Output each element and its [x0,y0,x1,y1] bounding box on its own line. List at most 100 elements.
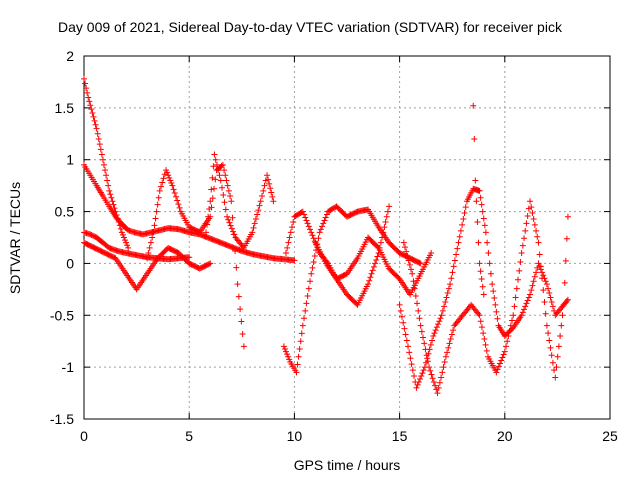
data-point [87,231,94,238]
data-point [144,255,151,262]
data-point [428,371,435,378]
data-point [89,232,96,239]
data-point [298,330,305,337]
data-point [543,322,550,329]
data-point [537,263,544,270]
data-point [411,373,418,380]
data-point [151,222,158,229]
data-point [509,317,516,324]
data-point [379,234,386,241]
data-point [400,319,407,326]
data-point [517,258,524,265]
data-point [482,229,489,236]
data-point [419,370,426,377]
data-point [519,309,526,316]
data-point [500,351,507,358]
data-point [480,330,487,337]
data-point [555,343,562,350]
data-point [206,261,213,268]
data-point [282,250,289,257]
data-point [442,298,449,305]
data-point [522,303,529,310]
data-point [429,337,436,344]
y-tick-label: -1 [62,359,75,375]
data-point [249,229,256,236]
data-point [431,330,438,337]
data-point [557,333,564,340]
data-point [541,298,548,305]
data-point [512,294,519,301]
satellite-track-9 [400,198,571,397]
data-point [377,239,384,246]
data-point [530,278,537,285]
data-point [540,272,547,279]
data-point [95,135,102,142]
data-point [478,275,485,282]
data-point [228,225,235,232]
data-point [523,220,530,227]
data-point [303,217,310,224]
data-point [105,182,112,189]
data-point [402,331,409,338]
data-point [539,269,546,276]
data-point [311,253,318,260]
data-point [554,353,561,360]
data-point [257,198,264,205]
data-point [399,313,406,320]
data-point [559,312,566,319]
data-point [462,204,469,211]
data-point [528,287,535,294]
data-point [301,315,308,322]
data-point [304,220,311,227]
data-point [171,190,178,197]
x-tick-label: 25 [602,428,618,444]
data-point [521,306,528,313]
data-point [103,172,110,179]
data-point [216,172,223,179]
data-point [444,349,451,356]
data-point [100,161,107,168]
data-point [319,223,326,230]
data-point [369,267,376,274]
data-point [416,315,423,322]
data-point [406,349,413,356]
data-point [207,198,214,205]
data-point [370,263,377,270]
data-point [170,186,177,193]
data-point [222,206,229,213]
data-marks [81,75,571,397]
data-point [83,85,90,92]
y-tick-label: 0 [66,255,74,271]
data-point [564,296,571,303]
data-point [234,281,241,288]
data-point [209,174,216,181]
data-point [224,213,231,220]
data-point [487,270,494,277]
data-point [123,239,130,246]
data-point [251,220,258,227]
data-point [450,263,457,270]
data-point [266,180,273,187]
data-point [430,378,437,385]
data-point [215,167,222,174]
data-point [295,353,302,360]
data-point [309,264,316,271]
data-point [206,205,213,212]
data-point [237,306,244,313]
data-point [548,298,555,305]
grid [84,56,610,419]
data-point [483,347,490,354]
data-point [252,215,259,222]
data-point [545,285,552,292]
data-point [412,293,419,300]
data-point [418,373,425,380]
data-point [444,290,451,297]
data-point [268,189,275,196]
data-point [114,215,121,222]
data-point [264,172,271,179]
data-point [186,254,193,261]
data-point [545,330,552,337]
data-point [403,337,410,344]
data-point [528,204,535,211]
data-point [494,366,501,373]
